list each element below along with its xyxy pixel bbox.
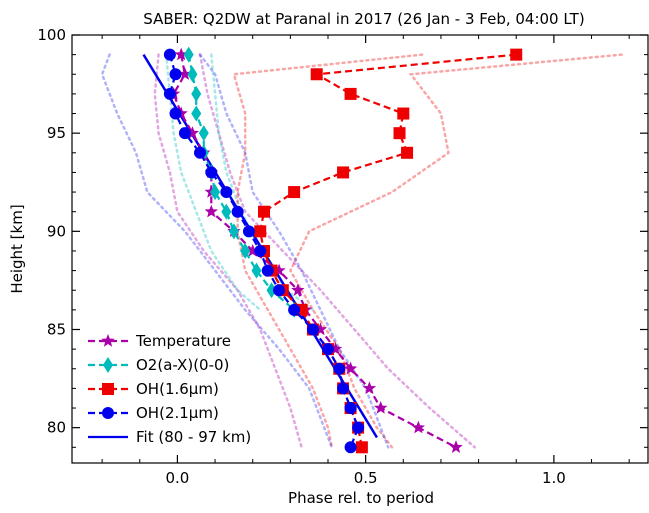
plot-inner xyxy=(100,46,623,454)
series-2-point-3 xyxy=(397,107,410,120)
legend-label-3: OH(2.1µm) xyxy=(136,404,219,422)
series-3-point-3 xyxy=(169,107,182,120)
series-0-point-4 xyxy=(185,126,200,139)
series-0-point-17 xyxy=(362,381,377,395)
series-1-point-2 xyxy=(191,85,202,102)
series-0-point-20 xyxy=(449,440,463,453)
series-0-point-11 xyxy=(272,263,286,277)
legend-marker-3 xyxy=(102,407,114,419)
series-line-2 xyxy=(259,53,517,448)
series-2-point-8 xyxy=(258,205,270,218)
series-2-point-0 xyxy=(510,48,523,61)
series-0-point-1 xyxy=(178,67,192,80)
chart-title: SABER: Q2DW at Paranal in 2017 (26 Jan -… xyxy=(143,10,584,28)
series-3-point-10 xyxy=(254,244,267,257)
series-3-point-13 xyxy=(288,303,301,316)
series-3-point-17 xyxy=(337,382,350,395)
series-1-point-10 xyxy=(240,242,251,259)
series-3-point-12 xyxy=(273,284,286,297)
series-2-point-1 xyxy=(310,68,323,81)
series-0-point-18 xyxy=(374,401,388,414)
series-1-point-3 xyxy=(191,105,202,122)
series-0-point-0 xyxy=(174,47,188,61)
y-tick-label-2: 90 xyxy=(47,222,66,240)
x-tick-label-0: 0.0 xyxy=(165,469,189,487)
series-1-point-8 xyxy=(221,203,232,220)
series-3-point-2 xyxy=(163,87,176,100)
series-3-point-19 xyxy=(352,421,365,434)
series-3-point-6 xyxy=(205,166,218,179)
legend: Temperature O2(a-X)(0-0) OH(1.6µm) OH(2.1µm… xyxy=(88,332,251,446)
series-3-point-11 xyxy=(261,264,274,277)
series-3-point-15 xyxy=(322,343,334,356)
series-3-point-14 xyxy=(306,323,319,336)
series-3-point-0 xyxy=(163,48,176,61)
series-0-point-16 xyxy=(343,361,358,375)
series-3-point-1 xyxy=(169,68,182,81)
legend-label-4: Fit (80 - 97 km) xyxy=(136,428,251,446)
envelope-1-right xyxy=(210,53,315,312)
series-3-point-16 xyxy=(333,362,346,375)
envelope-3-right xyxy=(198,53,390,449)
y-axis-label: Height [km] xyxy=(8,204,26,293)
series-1-point-12 xyxy=(266,282,277,299)
series-0-point-19 xyxy=(411,420,425,434)
series-0-point-12 xyxy=(291,283,305,296)
series-2-point-20 xyxy=(355,441,368,454)
envelope-2-right xyxy=(288,53,623,449)
series-3-point-18 xyxy=(344,402,357,415)
series-1-point-0 xyxy=(183,46,194,63)
series-0-point-8 xyxy=(204,204,218,218)
plot-area: 0.0 0.5 1.0 80 85 90 95 100 xyxy=(37,26,649,487)
y-tick-label-1: 85 xyxy=(47,320,66,338)
series-1-point-1 xyxy=(187,66,198,83)
series-2-point-7 xyxy=(288,186,301,199)
legend-marker-0 xyxy=(101,334,115,347)
series-0-point-10 xyxy=(246,244,260,257)
legend-marker-2 xyxy=(102,383,114,395)
legend-label-2: OH(1.6µm) xyxy=(136,380,219,398)
series-0-point-15 xyxy=(328,342,343,355)
series-1-point-7 xyxy=(210,184,221,201)
series-1-point-9 xyxy=(228,223,239,240)
y-tick-label-3: 95 xyxy=(47,124,66,142)
series-3-point-4 xyxy=(178,127,191,140)
envelope-1-left xyxy=(164,53,262,312)
envelope-0-left xyxy=(153,53,303,449)
axes-frame xyxy=(71,34,649,464)
legend-label-0: Temperature xyxy=(135,332,231,350)
x-tick-label-1: 0.5 xyxy=(354,469,378,487)
series-3-point-8 xyxy=(231,205,244,218)
y-tick-label-4: 100 xyxy=(37,26,66,44)
series-3-point-7 xyxy=(220,186,233,199)
series-2-point-5 xyxy=(401,146,414,159)
series-2-point-9 xyxy=(254,225,267,238)
series-2-point-6 xyxy=(337,166,350,179)
series-2-point-2 xyxy=(344,87,357,100)
envelope-0-right xyxy=(198,53,477,449)
series-3-point-20 xyxy=(344,441,357,454)
x-axis-label: Phase rel. to period xyxy=(288,489,434,507)
series-1-point-11 xyxy=(251,262,262,279)
series-3-point-5 xyxy=(194,146,206,159)
y-tick-label-0: 80 xyxy=(47,419,66,437)
series-0-point-14 xyxy=(313,322,328,336)
series-1-point-4 xyxy=(198,125,209,142)
series-2-point-4 xyxy=(393,127,406,140)
x-tick-label-2: 1.0 xyxy=(542,469,566,487)
legend-label-1: O2(a-X)(0-0) xyxy=(136,356,229,374)
envelope-3-left xyxy=(100,53,334,449)
series-3-point-9 xyxy=(242,225,255,238)
legend-marker-1 xyxy=(103,357,113,373)
